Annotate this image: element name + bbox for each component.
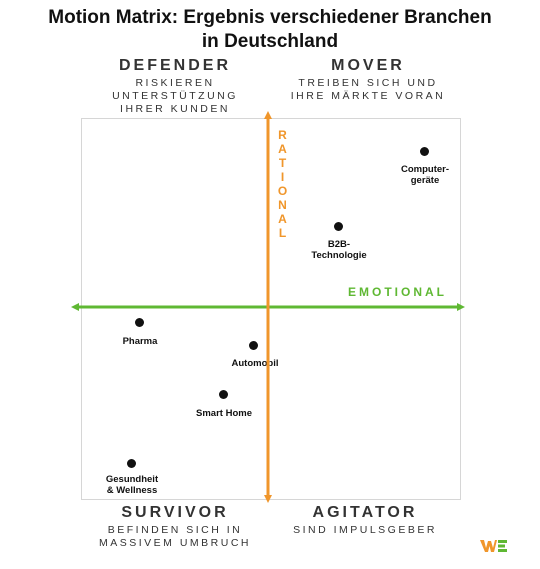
quadrant-survivor-description: BEFINDEN SICH IN MASSIVEM UMBRUCH xyxy=(75,524,275,550)
quadrant-survivor-desc-line1: BEFINDEN SICH IN xyxy=(107,524,243,536)
point-label-gesundheit-wellness: Gesundheit & Wellness xyxy=(97,474,167,496)
point-marker-gesundheit-wellness xyxy=(127,459,136,468)
quadrant-mover-description: TREIBEN SICH UND IHRE MÄRKTE VORAN xyxy=(268,77,468,103)
quadrant-survivor-name: SURVIVOR xyxy=(121,504,229,521)
axis-label-rational-letter: L xyxy=(278,226,290,240)
axis-label-emotional: EMOTIONAL xyxy=(348,285,447,299)
axis-label-rational-letter: A xyxy=(278,212,290,226)
axis-label-rational-letter: A xyxy=(278,142,290,156)
quadrant-agitator-description: SIND IMPULSGEBER xyxy=(265,524,465,537)
axis-label-rational-letter: T xyxy=(278,156,290,170)
quadrant-agitator-name: AGITATOR xyxy=(312,504,418,521)
quadrant-defender-desc-line3: IHRER KUNDEN xyxy=(120,103,230,115)
point-label-smart-home: Smart Home xyxy=(189,408,259,419)
quadrant-mover-desc-line2: IHRE MÄRKTE VORAN xyxy=(290,90,446,102)
quadrant-defender-name: DEFENDER xyxy=(118,57,231,74)
point-label-automobil-line1: Automobil xyxy=(231,358,279,369)
axis-label-rational-letter: I xyxy=(280,170,288,184)
quadrant-mover: MOVER TREIBEN SICH UND IHRE MÄRKTE VORAN xyxy=(268,57,468,103)
point-label-gesundheit-line2: & Wellness xyxy=(106,485,158,496)
chart-title-line1: Motion Matrix: Ergebnis verschiedener Br… xyxy=(48,7,492,28)
quadrant-defender-desc-line2: UNTERSTÜTZUNG xyxy=(112,90,238,102)
quadrant-agitator: AGITATOR SIND IMPULSGEBER xyxy=(265,504,465,537)
point-label-b2b-line2: Technologie xyxy=(311,250,367,261)
point-label-b2b-line1: B2B- xyxy=(327,239,351,250)
point-label-pharma: Pharma xyxy=(110,336,170,347)
matrix-frame: Computer- geräte B2B- Technologie Pharma… xyxy=(81,118,461,500)
point-label-automobil: Automobil xyxy=(225,358,285,369)
quadrant-defender: DEFENDER RISKIEREN UNTERSTÜTZUNG IHRER K… xyxy=(75,57,275,116)
we-logo-icon xyxy=(480,540,507,552)
point-label-b2b-technologie: B2B- Technologie xyxy=(304,239,374,261)
point-label-gesundheit-line1: Gesundheit xyxy=(105,474,159,485)
quadrant-survivor: SURVIVOR BEFINDEN SICH IN MASSIVEM UMBRU… xyxy=(75,504,275,550)
chart-title-line2: in Deutschland xyxy=(201,31,339,52)
point-marker-b2b-technologie xyxy=(334,222,343,231)
point-marker-pharma xyxy=(135,318,144,327)
quadrant-defender-description: RISKIEREN UNTERSTÜTZUNG IHRER KUNDEN xyxy=(75,77,275,116)
quadrant-mover-name: MOVER xyxy=(331,57,405,74)
axis-label-rational-letter: O xyxy=(277,184,291,198)
chart-title: Motion Matrix: Ergebnis verschiedener Br… xyxy=(0,6,540,54)
axis-label-rational-letter: R xyxy=(278,128,290,142)
quadrant-survivor-desc-line2: MASSIVEM UMBRUCH xyxy=(98,537,251,549)
point-marker-automobil xyxy=(249,341,258,350)
quadrant-defender-desc-line1: RISKIEREN xyxy=(135,77,215,89)
point-label-pharma-line1: Pharma xyxy=(122,336,158,347)
point-label-computergeraete-line2: geräte xyxy=(410,175,440,186)
point-marker-computergeraete xyxy=(420,147,429,156)
point-label-computergeraete: Computer- geräte xyxy=(395,164,455,186)
quadrant-mover-desc-line1: TREIBEN SICH UND xyxy=(298,77,438,89)
point-marker-smart-home xyxy=(219,390,228,399)
point-label-smart-home-line1: Smart Home xyxy=(196,408,252,419)
axis-label-rational-letter: N xyxy=(278,198,290,212)
point-label-computergeraete-line1: Computer- xyxy=(400,164,450,175)
quadrant-agitator-desc-line1: SIND IMPULSGEBER xyxy=(293,524,437,536)
